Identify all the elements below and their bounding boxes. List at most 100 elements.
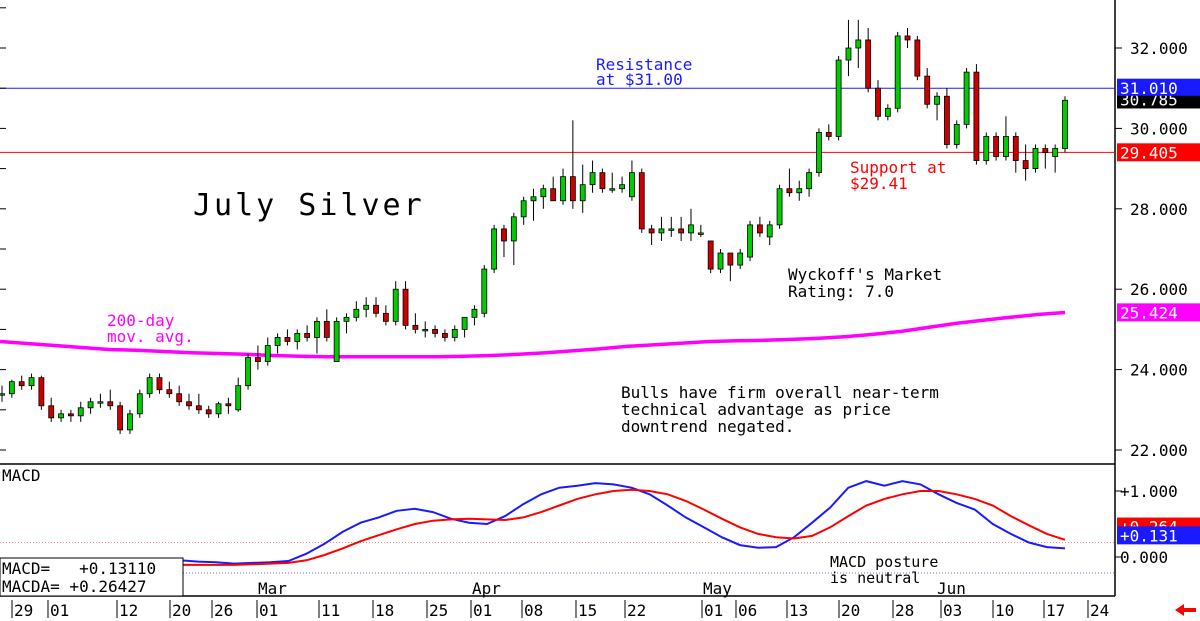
price-tick-label-3: 28.000 (1130, 200, 1188, 219)
wyckoff-label-2: Rating: 7.0 (788, 282, 894, 301)
candle-36 (353, 301, 360, 322)
candle-55 (540, 184, 547, 209)
candle-1 (8, 379, 15, 398)
candle-29 (284, 329, 291, 346)
candle-95 (934, 92, 940, 121)
candle-79 (776, 184, 783, 229)
candle-13 (127, 409, 133, 434)
day-label-19: 10 (995, 601, 1014, 620)
candle-65 (638, 168, 645, 233)
candle-104 (1022, 144, 1029, 181)
left-arrow-icon[interactable] (1175, 604, 1196, 616)
candle-50 (491, 224, 498, 274)
ma-200-line (0, 310, 1066, 359)
time-axis: 29 01 12 20 26 01 11 18 25 01 08 15 22 01 06 13 20 28 03 10… (11, 579, 1109, 620)
candle-12 (117, 401, 124, 434)
candle-62 (609, 172, 616, 193)
candle-11 (107, 389, 114, 410)
candle-15 (146, 373, 153, 398)
day-label-13: 01 (704, 601, 723, 620)
day-label-3: 20 (172, 601, 191, 620)
price-tick-label-4: 30.000 (1130, 119, 1188, 138)
day-label-5: 01 (259, 601, 278, 620)
candle-93 (914, 35, 921, 81)
candle-96 (943, 88, 950, 149)
candle-47 (461, 316, 468, 338)
candle-54 (530, 188, 537, 221)
candle-78 (766, 220, 773, 245)
candle-83 (816, 128, 822, 177)
candle-4 (38, 375, 45, 410)
candle-59 (579, 164, 586, 213)
macd-value-box (0, 557, 184, 597)
candle-82 (806, 168, 812, 197)
candle-10 (97, 393, 104, 408)
candle-3 (28, 373, 35, 390)
day-label-20: 17 (1046, 601, 1065, 620)
candle-64 (629, 160, 635, 201)
candle-26 (255, 345, 261, 370)
candle-105 (1032, 144, 1039, 173)
candle-43 (422, 321, 429, 338)
comment-line-1: Bulls have firm overall near-term (621, 383, 939, 402)
candle-0 (0, 385, 5, 402)
svg-text:25.424: 25.424 (1120, 303, 1178, 322)
candle-31 (304, 325, 311, 342)
day-label-7: 18 (375, 601, 394, 620)
macd-tick-label-1: 0.000 (1120, 548, 1168, 567)
day-label-10: 08 (524, 601, 543, 620)
month-label-0: Mar (258, 579, 287, 598)
svg-text:31.010: 31.010 (1120, 79, 1178, 98)
candle-32 (314, 317, 320, 354)
price-tag-top: 31.010 (1117, 78, 1200, 98)
price-tick-label-0: 22.000 (1130, 441, 1188, 460)
price-tag-2: 29.405 (1117, 143, 1200, 162)
macd-tick-label-0: +1.000 (1120, 482, 1178, 501)
candle-40 (392, 281, 399, 326)
candle-99 (973, 64, 980, 165)
candle-103 (1012, 132, 1019, 173)
macd-series-1 (180, 488, 1066, 566)
price-tick-label-1: 24.000 (1130, 361, 1188, 380)
candle-14 (136, 389, 143, 418)
candle-71 (697, 224, 704, 237)
candle-58 (569, 120, 576, 209)
comment-line-2: technical advantage as price (621, 400, 891, 419)
candle-72 (707, 240, 714, 274)
candle-16 (156, 373, 163, 394)
wyckoff-label-1: Wyckoff's Market (788, 265, 942, 284)
candle-46 (451, 325, 458, 342)
candle-100 (983, 132, 990, 165)
candle-61 (599, 168, 606, 193)
candle-85 (835, 56, 842, 141)
candle-88 (865, 27, 872, 93)
macda-value: MACDA= +0.26427 (2, 577, 147, 596)
candle-106 (1042, 144, 1049, 169)
candle-60 (589, 160, 596, 193)
ma-label-2: mov. avg. (107, 327, 194, 346)
macd-posture-1: MACD posture (830, 553, 938, 571)
resistance-label-1: Resistance (596, 55, 692, 74)
day-label-11: 15 (578, 601, 597, 620)
candle-53 (520, 196, 527, 225)
candle-89 (875, 80, 881, 121)
day-label-8: 25 (429, 601, 448, 620)
candle-107 (1052, 144, 1059, 173)
macd-title: MACD (2, 466, 41, 485)
candle-8 (77, 401, 84, 422)
day-label-4: 26 (214, 601, 233, 620)
price-tick-label-5: 32.000 (1130, 39, 1188, 58)
candle-86 (845, 19, 852, 77)
candle-52 (510, 212, 517, 266)
candle-34 (333, 317, 340, 362)
candle-94 (924, 68, 931, 109)
candle-108 (1062, 96, 1068, 153)
candle-23 (225, 397, 232, 414)
macd-tag-1: +0.131 (1117, 526, 1200, 545)
day-label-21: 24 (1090, 601, 1109, 620)
candle-101 (993, 132, 1000, 161)
month-label-1: Apr (472, 579, 501, 598)
comment-line-3: downtrend negated. (621, 417, 794, 436)
